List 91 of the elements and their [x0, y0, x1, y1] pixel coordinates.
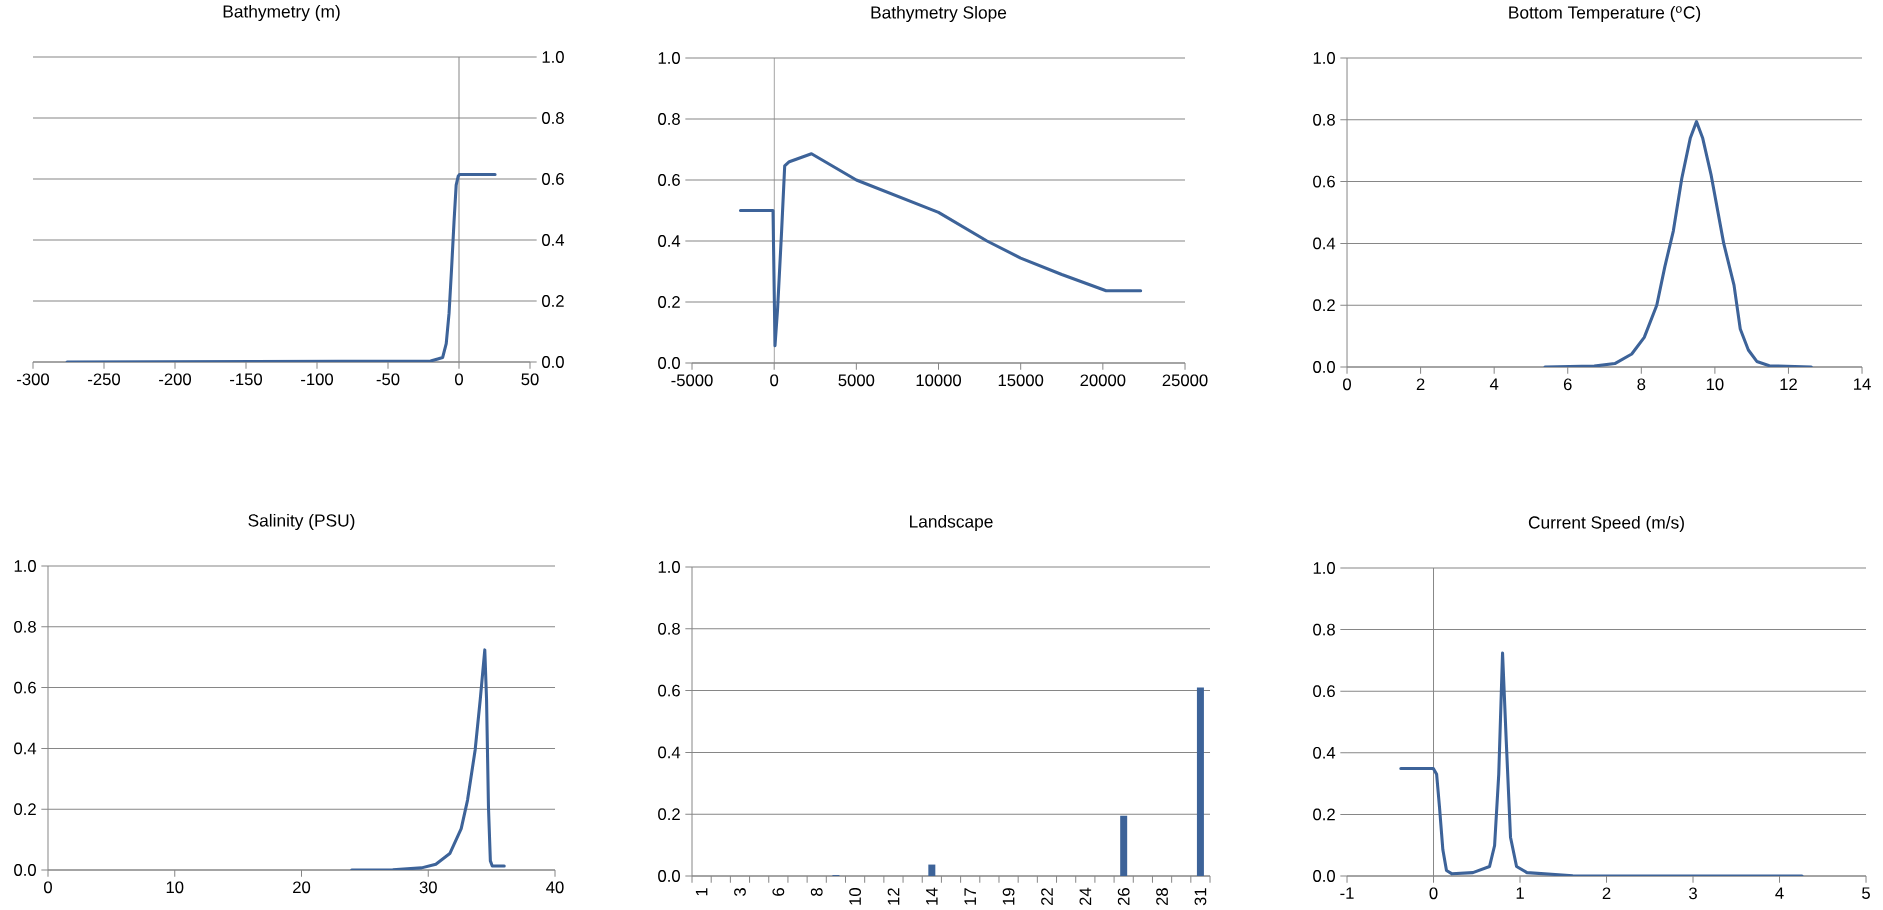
x-tick-label: 4	[1489, 378, 1499, 390]
y-tick-label: 0.0	[14, 864, 36, 876]
y-tick-label: 0.8	[1313, 113, 1335, 126]
x-tick-label: 28	[1156, 888, 1168, 906]
y-tick-label: 1.0	[14, 560, 36, 572]
x-tick-label: -100	[301, 373, 334, 386]
x-tick-label: 5000	[838, 374, 875, 387]
y-tick-label: 0.6	[1313, 685, 1335, 698]
x-tick-label: 2	[1416, 378, 1425, 391]
x-tick-label: 14	[1854, 378, 1871, 390]
y-tick-label: 1.0	[542, 51, 564, 63]
chart-title: Current Speed (m/s)	[1528, 515, 1684, 533]
y-tick-label: 0.4	[658, 746, 681, 759]
x-tick-label: -300	[17, 373, 50, 386]
chart-title: Bottom Temperature ($^{o}$C)	[1509, 5, 1701, 23]
y-tick-label: 0.4	[14, 742, 37, 755]
x-tick-label: 12	[1780, 378, 1797, 391]
x-tick-label: 22	[1041, 888, 1053, 906]
y-tick-label: 0.8	[658, 113, 680, 125]
y-tick-label: 0.8	[1313, 623, 1335, 636]
x-tick-label: 0	[44, 881, 52, 894]
x-tick-label: -50	[376, 373, 400, 386]
x-tick-label: 40	[546, 881, 564, 894]
y-tick-label: 0.4	[658, 235, 681, 247]
y-tick-label: 0.6	[542, 173, 564, 185]
x-tick-label: -5000	[671, 374, 713, 387]
y-tick-label: 0.6	[658, 684, 680, 697]
x-tick-label: 10	[849, 888, 861, 905]
x-tick-label: 8	[810, 888, 823, 896]
chart-title: Bathymetry Slope	[871, 5, 1007, 23]
x-tick-label: -1	[1340, 887, 1354, 899]
x-tick-label: 5	[1862, 887, 1870, 900]
x-tick-label: 19	[1002, 888, 1015, 905]
y-tick-label: 0.6	[658, 174, 680, 186]
x-tick-label: 0	[1429, 887, 1438, 900]
y-tick-label: 1.0	[658, 561, 680, 573]
x-tick-label: 4	[1775, 887, 1784, 899]
y-tick-label: 0.8	[658, 622, 680, 635]
y-tick-label: 0.2	[1313, 299, 1335, 312]
y-tick-label: 0.2	[658, 296, 680, 308]
y-tick-label: 0.0	[542, 356, 564, 368]
y-tick-label: 0.0	[1313, 361, 1335, 373]
x-tick-label: 2	[1602, 887, 1611, 900]
x-tick-label: 0	[455, 373, 463, 386]
x-tick-label: 12	[887, 888, 900, 905]
y-tick-label: 0.2	[658, 808, 680, 821]
x-tick-label: 10	[166, 881, 184, 894]
x-tick-label: 24	[1079, 887, 1092, 906]
x-tick-label: 6	[772, 888, 785, 896]
y-tick-label: 1.0	[1313, 562, 1335, 574]
y-tick-label: 1.0	[1313, 52, 1335, 64]
x-tick-label: -250	[88, 373, 121, 386]
y-tick-label: 1.0	[658, 52, 680, 64]
x-tick-label: 0	[770, 374, 779, 387]
x-tick-label: 26	[1117, 888, 1130, 906]
x-tick-label: 3	[1689, 887, 1697, 900]
y-tick-label: 0.2	[1313, 808, 1335, 821]
chart-title: Landscape	[910, 514, 993, 532]
x-tick-label: 10	[1706, 378, 1724, 391]
y-tick-label: 0.4	[1313, 237, 1336, 250]
y-tick-label: 0.0	[658, 870, 680, 882]
x-tick-label: 17	[964, 888, 976, 905]
y-tick-label: 0.8	[14, 620, 36, 633]
y-tick-label: 0.4	[542, 234, 565, 246]
x-tick-label: 10000	[916, 374, 962, 387]
x-tick-label: 1	[1516, 887, 1524, 899]
x-tick-label: 3	[734, 888, 746, 897]
y-tick-label: 0.8	[542, 112, 564, 124]
y-tick-label: 0.2	[14, 803, 36, 816]
y-tick-label: 0.6	[1313, 175, 1335, 188]
x-tick-label: 8	[1637, 378, 1646, 391]
x-tick-label: 15000	[998, 374, 1044, 387]
x-tick-label: 6	[1563, 378, 1572, 391]
x-tick-label: -200	[159, 373, 192, 386]
chart-title: Salinity (PSU)	[248, 513, 355, 531]
y-tick-label: 0.6	[14, 681, 36, 694]
x-tick-label: 20	[293, 881, 311, 894]
x-tick-label: 14	[926, 887, 938, 905]
chart-title: Bathymetry (m)	[223, 4, 340, 22]
x-tick-label: -150	[230, 373, 263, 386]
x-tick-label: 0	[1343, 378, 1351, 391]
x-tick-label: 30	[419, 881, 437, 894]
y-tick-label: 0.0	[658, 357, 680, 369]
x-tick-label: 31	[1194, 888, 1207, 906]
x-tick-label: 50	[521, 373, 539, 386]
y-tick-label: 0.2	[542, 295, 564, 307]
y-tick-label: 0.0	[1313, 870, 1335, 882]
x-tick-label: 1	[695, 888, 708, 896]
x-tick-label: 25000	[1162, 374, 1208, 387]
x-tick-label: 20000	[1080, 374, 1126, 387]
y-tick-label: 0.4	[1313, 746, 1336, 759]
